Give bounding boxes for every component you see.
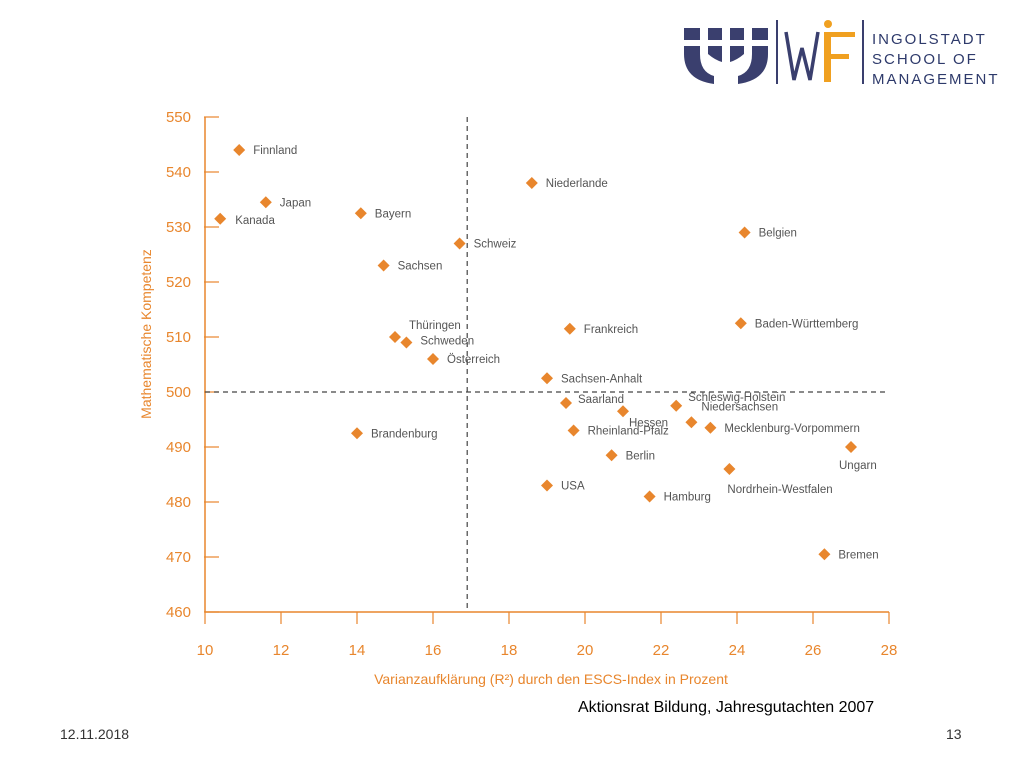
data-point-marker	[685, 416, 698, 429]
data-point-label: Finnland	[253, 145, 297, 157]
x-tick-label: 20	[577, 642, 594, 659]
data-point-label: Japan	[280, 197, 311, 209]
x-tick-label: 24	[729, 642, 746, 659]
data-point-marker	[704, 421, 717, 434]
x-tick-label: 26	[805, 642, 822, 659]
data-point-marker	[670, 399, 683, 412]
data-point-marker	[734, 317, 747, 330]
x-tick-label: 14	[349, 642, 366, 659]
y-axis-label: Mathematische Kompetenz	[138, 249, 154, 419]
data-point-marker	[563, 322, 576, 335]
data-point-marker	[354, 207, 367, 220]
data-point-label: Hamburg	[664, 492, 711, 504]
chart-axes	[204, 116, 890, 624]
data-point-marker	[214, 212, 227, 225]
y-tick-label: 490	[166, 439, 191, 456]
y-tick-label: 510	[166, 329, 191, 346]
data-point-marker	[400, 336, 413, 349]
data-point-label: Frankreich	[584, 324, 638, 336]
reference-lines	[205, 117, 889, 612]
data-point-marker	[541, 372, 553, 385]
data-point-marker	[845, 441, 857, 453]
y-tick-label: 460	[166, 604, 191, 621]
data-point-label: Brandenburg	[371, 428, 438, 440]
data-point-marker	[818, 548, 831, 561]
data-point-label: Niederlande	[546, 178, 608, 190]
x-axis-label: Varianzaufklärung (R²) durch den ESCS-In…	[374, 671, 728, 687]
data-point-marker	[389, 331, 401, 343]
x-tick-label: 22	[653, 642, 670, 659]
x-tick-label: 10	[197, 642, 214, 659]
data-point-marker	[617, 405, 629, 418]
data-point-marker	[427, 353, 439, 365]
y-tick-label: 540	[166, 164, 191, 181]
logo-line-1: INGOLSTADT	[872, 31, 987, 48]
y-tick-label: 480	[166, 494, 191, 511]
data-point-label: Mecklenburg-Vorpommern	[724, 423, 860, 435]
data-point-marker	[525, 177, 538, 189]
data-point-marker	[541, 479, 553, 492]
logo-line-3: MANAGEMENT	[872, 71, 1000, 88]
data-point-label: Schweden	[420, 336, 474, 348]
data-point-label: USA	[561, 481, 585, 493]
data-point-marker	[605, 449, 618, 462]
data-point-marker	[560, 397, 572, 409]
y-tick-label: 550	[166, 109, 191, 126]
y-tick-label: 470	[166, 549, 191, 566]
data-point-label: Sachsen	[398, 261, 443, 273]
data-point-marker	[453, 237, 466, 250]
ingolstadt-logo: INGOLSTADT SCHOOL OF MANAGEMENT	[684, 20, 1000, 88]
x-tick-label: 18	[501, 642, 518, 659]
data-points: Finnland Japan Kanada Bayern Sachsen Schweiz N…	[214, 144, 879, 561]
data-point-label: Bayern	[375, 208, 411, 220]
tick-labels: 460 470 480 490 500 510 520 530 540 550 10 12 14 16 18…	[166, 109, 897, 659]
data-point-marker	[643, 490, 656, 503]
source-citation: Aktionsrat Bildung, Jahresgutachten 2007	[578, 699, 875, 716]
data-point-label: Schweiz	[474, 239, 517, 251]
data-point-label: Schleswig-Holstein	[688, 392, 785, 404]
data-point-label: Österreich	[447, 354, 500, 366]
data-point-label: Sachsen-Anhalt	[561, 373, 643, 385]
data-point-label: Thüringen	[409, 320, 461, 332]
data-point-label: Hessen	[629, 417, 668, 429]
data-point-label: Saarland	[578, 394, 624, 406]
y-tick-label: 530	[166, 219, 191, 236]
x-tick-label: 16	[425, 642, 442, 659]
data-point-label: Bremen	[838, 549, 878, 561]
x-tick-label: 12	[273, 642, 290, 659]
wf-monogram-icon	[784, 20, 855, 82]
x-tick-label: 28	[881, 642, 898, 659]
page-number: 13	[946, 726, 962, 742]
data-point-label: Rheinland-Pfalz	[588, 426, 669, 438]
data-point-marker	[738, 226, 751, 239]
data-point-label: Nordrhein-Westfalen	[727, 484, 832, 496]
y-tick-label: 500	[166, 384, 191, 401]
logo-line-2: SCHOOL OF	[872, 51, 978, 68]
data-point-label: Belgien	[759, 228, 797, 240]
y-tick-label: 520	[166, 274, 191, 291]
shield-icon	[684, 28, 768, 84]
data-point-marker	[351, 427, 363, 440]
data-point-label: Berlin	[626, 450, 655, 462]
data-point-marker	[233, 144, 246, 156]
data-point-marker	[723, 463, 736, 475]
data-point-label: Baden-Württemberg	[755, 318, 859, 330]
data-point-label: Kanada	[235, 215, 275, 227]
data-point-marker	[377, 259, 390, 272]
data-point-marker	[259, 196, 272, 209]
data-point-label: Ungarn	[839, 460, 877, 472]
data-point-marker	[567, 424, 580, 437]
data-point-label: Niedersachsen	[701, 401, 778, 413]
slide-date: 12.11.2018	[60, 726, 130, 742]
